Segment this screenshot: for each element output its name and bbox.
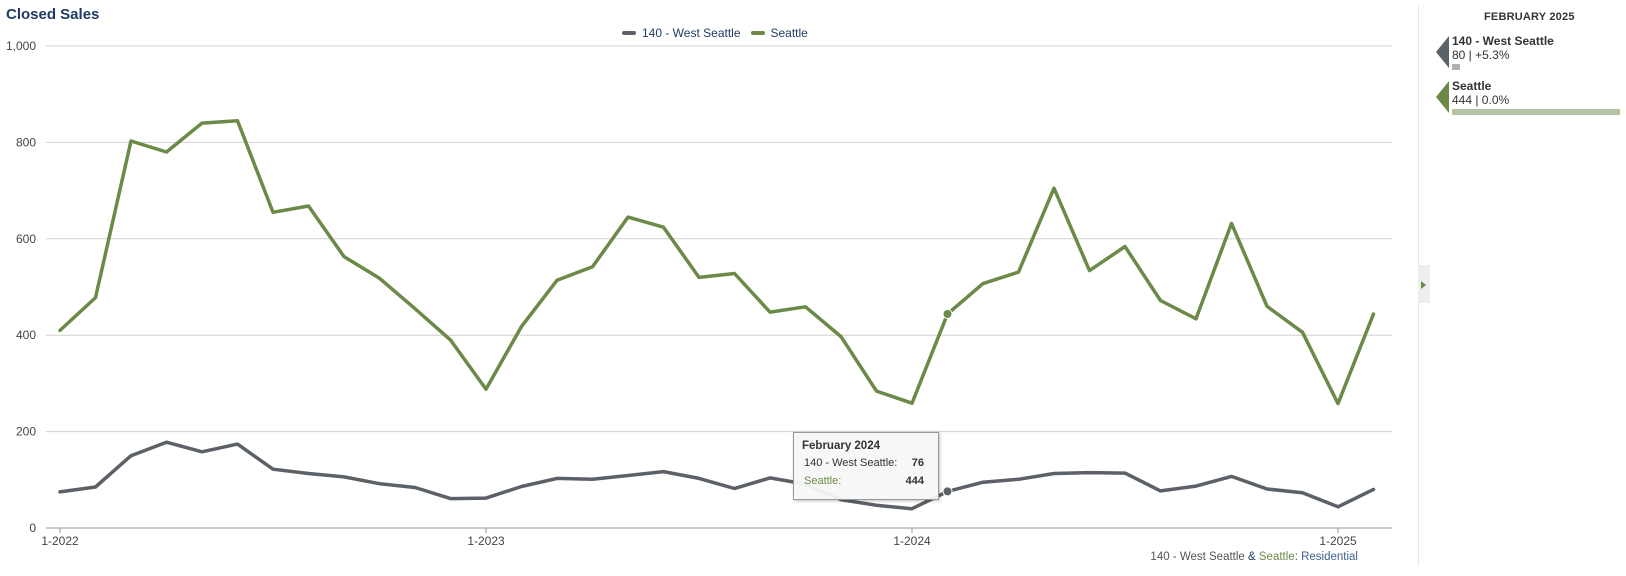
footer-residential: Residential [1301,551,1358,563]
legend-swatch-west-seattle [622,31,636,35]
chart-tooltip: February 2024 140 - West Seattle: 76 Sea… [793,432,939,500]
legend-item-seattle[interactable]: Seattle [750,26,808,40]
marker-west-seattle-icon [1436,36,1449,68]
summary-bar-seattle [1452,109,1620,115]
y-tick-label-800: 800 [16,135,36,149]
legend-label-seattle: Seattle [770,26,808,40]
marker-seattle-icon [1436,81,1449,113]
line-chart: 0 200 400 600 800 1,000 1-2022 1-2023 1-2024 1-20… [6,39,1392,548]
tooltip-label-west-seattle: 140 - West Seattle: [804,457,898,469]
chart-title: Closed Sales [6,6,100,23]
legend-label-west-seattle: 140 - West Seattle [642,26,741,40]
chart-footer: 140 - West Seattle & Seattle: Residentia… [1150,551,1358,563]
y-tick-label-200: 200 [16,425,36,439]
legend-item-west-seattle[interactable]: 140 - West Seattle [622,26,741,40]
summary-value-seattle: 444 | 0.0% [1452,93,1510,107]
summary-value-west-seattle: 80 | +5.3% [1452,48,1510,62]
tooltip-value-west-seattle: 76 [911,457,924,469]
tooltip-title: February 2024 [802,440,880,452]
x-tick-label-1-2024: 1-2024 [893,534,931,548]
series-line-seattle [58,118,1376,406]
highlight-point-west-seattle [942,486,953,497]
y-tick-label-600: 600 [16,232,36,246]
summary-month: FEBRUARY 2025 [1484,11,1575,23]
footer-west-seattle: 140 - West Seattle [1150,551,1245,563]
summary-panel [1418,6,1626,566]
chevron-right-icon[interactable] [1421,281,1426,289]
summary-bar-west-seattle [1452,64,1460,70]
x-tick-label-1-2022: 1-2022 [41,534,79,548]
legend-swatch-seattle [750,31,765,35]
y-tick-label-400: 400 [16,328,36,342]
series-line-west-seattle [58,440,1376,511]
highlight-point-seattle [942,308,953,319]
footer-seattle: Seattle [1258,551,1295,563]
chart-legend: 140 - West Seattle Seattle [622,26,808,40]
x-tick-label-1-2025: 1-2025 [1319,534,1357,548]
footer-colon: : [1294,551,1302,563]
summary-name-seattle: Seattle [1452,79,1492,93]
tooltip-value-seattle: 444 [905,475,924,487]
footer-separator: & [1244,551,1259,563]
y-tick-label-0: 0 [29,521,36,535]
tooltip-label-seattle: Seattle: [804,475,842,487]
summary-name-west-seattle: 140 - West Seattle [1452,34,1554,48]
y-tick-label-1000: 1,000 [6,39,36,53]
x-tick-label-1-2023: 1-2023 [467,534,505,548]
